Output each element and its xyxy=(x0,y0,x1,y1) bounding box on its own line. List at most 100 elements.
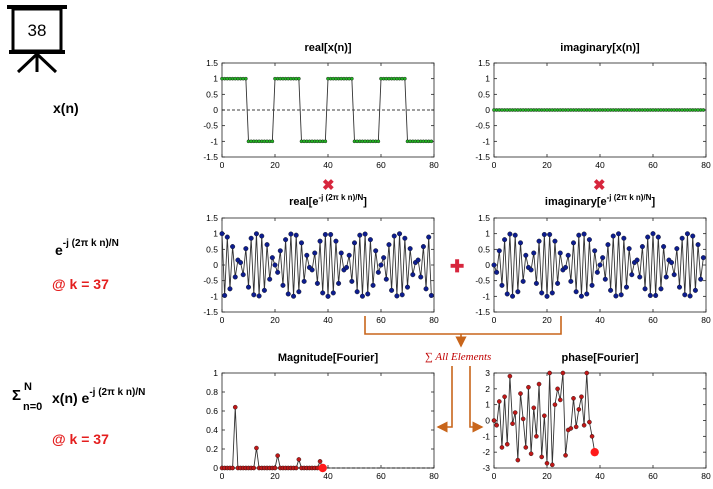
data-point xyxy=(391,233,397,239)
x-tick-label: 0 xyxy=(492,471,497,481)
data-point xyxy=(264,242,270,248)
data-point xyxy=(336,280,342,286)
data-point xyxy=(325,293,331,299)
x-tick-label: 60 xyxy=(648,160,658,170)
data-point xyxy=(499,445,505,450)
data-point xyxy=(700,255,706,261)
data-point xyxy=(568,426,574,431)
data-point xyxy=(520,416,526,422)
data-point xyxy=(270,139,275,144)
data-point xyxy=(253,231,259,237)
data-point xyxy=(544,293,550,299)
x-tick-label: 40 xyxy=(595,471,605,481)
data-point xyxy=(523,252,529,258)
data-point xyxy=(634,257,640,263)
data-point xyxy=(261,287,267,293)
data-point xyxy=(394,293,400,299)
easel-icon xyxy=(7,5,67,74)
data-point xyxy=(568,278,574,284)
y-tick-label: 0.5 xyxy=(478,89,490,99)
kernel-k-label: @ k = 37 xyxy=(52,276,109,292)
x-tick-label: 80 xyxy=(701,471,711,481)
plot-frame xyxy=(493,372,707,469)
data-point xyxy=(526,384,531,390)
y-tick-label: 1.5 xyxy=(478,58,490,68)
x-tick-label: 20 xyxy=(542,160,552,170)
data-point xyxy=(701,108,706,112)
data-point xyxy=(539,454,545,460)
y-tick-label: -0.5 xyxy=(203,276,218,286)
data-point xyxy=(547,232,553,238)
data-point xyxy=(518,391,523,396)
title-imag-e: imaginary[e-j (2π k n)/N] xyxy=(494,193,706,208)
data-point xyxy=(219,231,225,237)
data-point xyxy=(362,231,368,237)
data-point xyxy=(296,289,302,295)
data-point xyxy=(557,397,563,403)
y-tick-label: 1 xyxy=(485,229,490,239)
data-point xyxy=(415,257,421,263)
data-point xyxy=(359,293,365,299)
x-tick-label: 80 xyxy=(429,315,439,325)
data-point xyxy=(579,394,584,400)
data-point xyxy=(610,233,616,239)
sum-body: x(n) e-j (2π k n)/N xyxy=(52,387,145,406)
y-tick-label: -1 xyxy=(210,136,218,146)
x-tick-label: 20 xyxy=(542,315,552,325)
data-point xyxy=(518,240,524,246)
data-point xyxy=(528,451,534,457)
data-point xyxy=(671,272,677,278)
data-point xyxy=(423,286,429,292)
y-tick-label: 1.5 xyxy=(206,58,218,68)
signal-label: x(n) xyxy=(53,100,79,116)
data-point xyxy=(259,233,265,239)
kernel-base: e xyxy=(55,242,63,258)
data-point xyxy=(629,272,635,278)
sum-k-label: @ k = 37 xyxy=(52,431,109,447)
title-magnitude: Magnitude[Fourier] xyxy=(277,352,379,364)
chart-image: -1.5 -1 -0.5 0 0.5 1 1.5 0 20 40 60 80 xyxy=(475,213,711,325)
data-point xyxy=(496,248,502,254)
x-tick-label: 60 xyxy=(376,160,386,170)
data-point xyxy=(647,292,653,298)
title-real-e: real[e-j (2π k n)/N] xyxy=(222,193,434,208)
data-point xyxy=(381,255,387,261)
sum-symbol: Σ xyxy=(12,387,22,404)
data-point xyxy=(399,292,405,298)
data-point xyxy=(621,235,627,241)
data-point xyxy=(373,248,379,254)
data-point xyxy=(663,274,669,280)
data-point xyxy=(291,293,297,299)
data-point xyxy=(534,434,539,439)
data-point xyxy=(405,284,411,290)
sum-lower: n=0 xyxy=(23,401,43,413)
data-point xyxy=(243,246,249,252)
data-point xyxy=(571,240,577,246)
title-imag-e-post: ] xyxy=(651,196,656,208)
sum-bracket xyxy=(364,316,562,335)
data-point xyxy=(515,457,521,463)
data-point xyxy=(280,282,286,288)
data-point xyxy=(403,76,407,81)
data-point xyxy=(512,232,518,238)
data-point xyxy=(687,293,693,299)
data-point xyxy=(288,231,294,237)
sum-all-elements-label: ∑ All Elements xyxy=(425,351,492,363)
data-point xyxy=(576,232,582,238)
data-point xyxy=(528,267,534,273)
data-point xyxy=(502,237,508,243)
data-point xyxy=(589,434,595,439)
data-point xyxy=(346,252,352,258)
data-point xyxy=(507,373,513,379)
data-point xyxy=(677,284,683,290)
y-tick-label: 1.5 xyxy=(478,213,490,223)
data-point xyxy=(502,394,507,400)
data-point xyxy=(251,292,257,298)
data-point xyxy=(418,274,424,280)
data-point xyxy=(232,404,238,410)
data-point xyxy=(531,250,537,256)
x-tick-label: 80 xyxy=(429,160,439,170)
chart-phase: -3 -2 -1 0 1 2 3 0 20 40 60 80 xyxy=(482,368,711,481)
data-point xyxy=(650,231,656,237)
